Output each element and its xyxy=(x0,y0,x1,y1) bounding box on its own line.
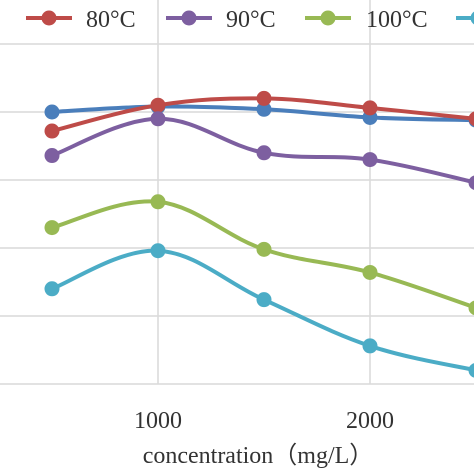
x-tick-label: 2000 xyxy=(346,408,394,434)
legend-item-3: 100°C xyxy=(305,7,428,33)
data-point xyxy=(150,97,166,113)
x-tick-label: 1000 xyxy=(134,408,182,434)
data-point xyxy=(44,123,60,139)
data-point xyxy=(256,145,272,161)
legend-item-4 xyxy=(456,11,474,25)
x-axis-title: concentration（mg/L） xyxy=(143,443,374,469)
data-point xyxy=(150,243,166,259)
legend-swatch-marker xyxy=(181,10,197,26)
legend-item-2: 90°C xyxy=(166,7,276,33)
data-point xyxy=(44,220,60,236)
data-point xyxy=(468,300,474,316)
data-point xyxy=(150,194,166,210)
legend-label: 90°C xyxy=(226,7,276,33)
data-point xyxy=(256,101,272,117)
data-point xyxy=(44,104,60,120)
data-point xyxy=(362,264,378,280)
data-point xyxy=(44,148,60,164)
data-point xyxy=(256,90,272,106)
data-point xyxy=(362,100,378,116)
series-line xyxy=(50,248,474,373)
data-point xyxy=(468,363,474,378)
data-point xyxy=(44,281,60,297)
legend: 80°C 90°C 100°C xyxy=(26,7,474,33)
legend-swatch-marker xyxy=(41,10,57,26)
legend-item-1: 80°C xyxy=(26,7,136,33)
data-point xyxy=(468,175,474,190)
legend-swatch-marker xyxy=(320,10,336,26)
data-point xyxy=(362,338,378,354)
data-point xyxy=(468,111,474,127)
data-point xyxy=(256,292,272,308)
series-4 xyxy=(44,243,474,378)
legend-label: 80°C xyxy=(86,7,136,33)
data-point xyxy=(256,241,272,257)
series-1 xyxy=(44,90,474,139)
series-3 xyxy=(44,194,474,316)
data-point xyxy=(150,111,166,127)
series-layer xyxy=(44,90,474,378)
legend-label: 100°C xyxy=(366,7,428,33)
data-point xyxy=(362,152,378,168)
legend-swatch-marker xyxy=(470,11,474,25)
grid xyxy=(0,0,474,385)
series-2 xyxy=(44,111,474,190)
x-tick-labels: 1000 2000 xyxy=(134,408,394,434)
